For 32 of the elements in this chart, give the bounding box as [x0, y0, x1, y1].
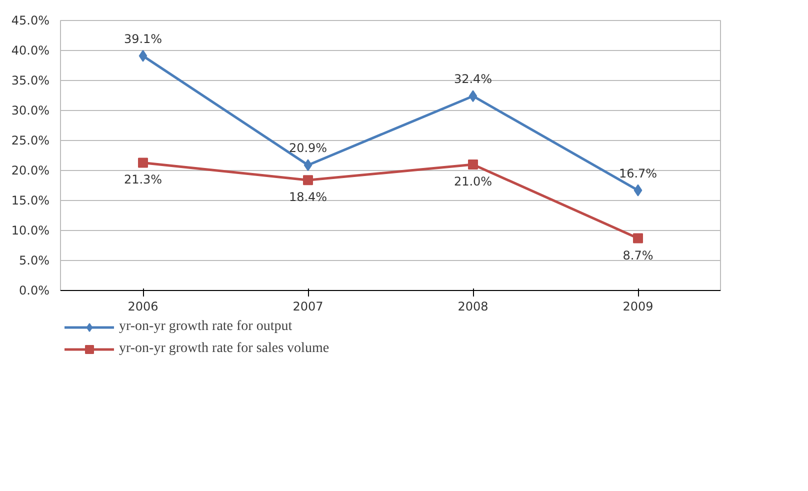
y-tick-label: 30.0%: [11, 104, 50, 118]
data-label: 8.7%: [622, 248, 654, 262]
x-tick-label: 2009: [622, 300, 654, 314]
y-tick-label: 5.0%: [19, 254, 50, 268]
x-tick-label: 2006: [128, 300, 158, 314]
point: [303, 175, 313, 186]
y-tick-label: 15.0%: [11, 194, 50, 208]
y-tick-label: 45.0%: [11, 14, 50, 28]
data-label: 20.9%: [288, 141, 328, 156]
data-label: 39.1%: [124, 32, 162, 46]
data-label: 21.0%: [454, 174, 492, 188]
point: [468, 160, 478, 170]
y-tick-label: 40.0%: [11, 44, 50, 58]
y-tick-label: 10.0%: [11, 224, 50, 238]
data-label: 21.3%: [124, 172, 162, 187]
point: [634, 184, 642, 196]
y-tick-label: 0.0%: [19, 284, 50, 298]
data-label: 16.7%: [618, 166, 658, 180]
data-label: 18.4%: [288, 190, 328, 204]
legend-label: yr-on-yr growth rate for output: [119, 319, 292, 335]
point: [138, 50, 148, 62]
point: [468, 90, 478, 102]
x-tick-label: 2007: [292, 300, 324, 314]
point: [304, 159, 312, 172]
point: [138, 158, 148, 168]
legend-label: yr-on-yr growth rate for sales volume: [119, 341, 330, 357]
data-label: 32.4%: [454, 72, 492, 86]
y-tick-label: 25.0%: [11, 134, 50, 148]
y-tick-label: 35.0%: [11, 74, 50, 88]
point: [633, 233, 643, 244]
x-tick-label: 2008: [458, 300, 488, 314]
y-tick-label: 20.0%: [11, 164, 50, 178]
